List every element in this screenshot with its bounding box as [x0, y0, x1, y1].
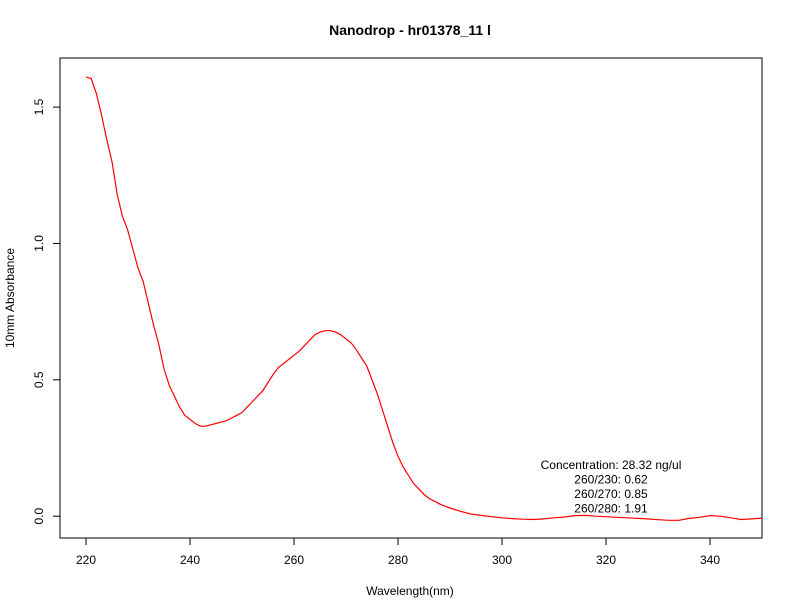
x-axis-label: Wavelength(nm): [366, 584, 454, 598]
ratio-annotation: 260/270: 0.85: [574, 487, 648, 501]
x-tick-label: 240: [180, 553, 200, 567]
ratio-annotation: 260/280: 1.91: [574, 502, 648, 516]
x-tick-label: 260: [284, 553, 304, 567]
x-axis: 220 240 260 280 300 320 340: [76, 538, 720, 567]
y-axis: 0.0 0.5 1.0 1.5: [32, 98, 60, 525]
x-tick-label: 340: [700, 553, 720, 567]
chart-title: Nanodrop - hr01378_11 l: [329, 22, 491, 38]
concentration-annotation: Concentration: 28.32 ng/ul: [541, 458, 682, 472]
absorbance-line: [85, 76, 763, 521]
x-tick-label: 280: [388, 553, 408, 567]
plot-frame: [59, 57, 763, 539]
x-tick-label: 320: [596, 553, 616, 567]
series-group: [85, 76, 763, 521]
y-tick-label: 0.5: [32, 371, 46, 388]
y-axis-label: 10mm Absorbance: [3, 248, 17, 348]
y-tick-label: 1.5: [32, 98, 46, 115]
x-tick-label: 220: [76, 553, 96, 567]
y-tick-label: 0.0: [32, 508, 46, 525]
ratio-annotation: 260/230: 0.62: [574, 473, 648, 487]
y-tick-label: 1.0: [32, 235, 46, 252]
x-tick-label: 300: [492, 553, 512, 567]
